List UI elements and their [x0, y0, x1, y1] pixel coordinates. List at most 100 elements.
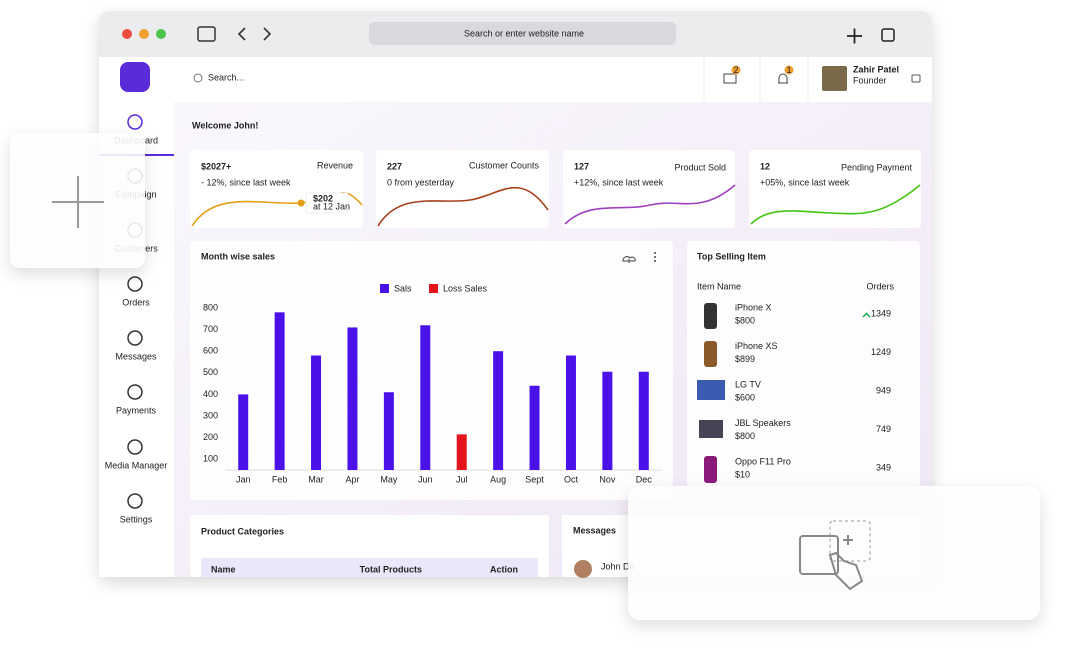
nav-item: Payments	[116, 405, 157, 415]
y-tick-label: 200	[203, 432, 218, 442]
sparkline	[377, 186, 549, 227]
x-tick-label: Dec	[636, 474, 653, 484]
item-name: iPhone XS	[735, 341, 778, 351]
x-tick-label: Aug	[490, 474, 506, 484]
sparkline	[750, 184, 921, 225]
menu-toggle[interactable]	[911, 74, 921, 83]
mail-badge: 2	[733, 65, 738, 75]
stat-card	[749, 150, 921, 228]
top-bar	[174, 57, 932, 102]
x-tick-label: Apr	[345, 474, 359, 484]
legend-label: Loss Sales	[443, 283, 488, 293]
column-header: Total Products	[360, 564, 422, 574]
x-tick-label: Nov	[599, 474, 616, 484]
table-header	[201, 558, 538, 577]
chart-panel	[190, 241, 673, 500]
bar	[274, 312, 285, 470]
top-selling-panel	[687, 241, 920, 487]
y-tick-label: 800	[203, 302, 218, 312]
nav-item: Messages	[115, 351, 157, 361]
y-tick-label: 400	[203, 389, 218, 399]
bar	[311, 355, 322, 470]
item-price: $10	[735, 469, 750, 479]
column-header: Orders	[866, 281, 894, 291]
column-header: Item Name	[697, 281, 741, 291]
chart-title: Month wise sales	[201, 251, 275, 261]
sparkline-point	[297, 199, 305, 207]
legend-swatch	[380, 284, 389, 293]
item-name: Oppo F11 Pro	[735, 456, 791, 466]
column-header: Action	[490, 564, 518, 574]
address-bar[interactable]	[369, 22, 676, 45]
stat-label: Revenue	[317, 160, 353, 170]
panel-title: Product Categories	[201, 526, 284, 536]
item-orders: 749	[876, 424, 891, 434]
search-icon	[193, 73, 203, 83]
download-icon[interactable]	[622, 256, 636, 263]
stat-value: 227	[387, 161, 402, 171]
bar	[347, 327, 358, 470]
nav-icon	[127, 330, 143, 346]
nav-icon	[127, 439, 143, 455]
x-tick-label: Feb	[272, 474, 288, 484]
user-name: Zahir Patel	[853, 64, 899, 74]
sidebar-toggle[interactable]	[197, 26, 216, 42]
stat-change: 0 from yesterday	[387, 177, 455, 187]
y-tick-label: 300	[203, 410, 218, 420]
stat-value: 127	[574, 161, 589, 171]
product-image	[697, 380, 725, 400]
bar	[638, 371, 649, 470]
item-name: LG TV	[735, 379, 761, 389]
item-price: $800	[735, 315, 755, 325]
item-price: $800	[735, 431, 755, 441]
tabs-button[interactable]	[881, 28, 895, 42]
y-tick-label: 700	[203, 324, 218, 334]
item-orders: 1249	[871, 347, 891, 357]
badge	[731, 65, 741, 75]
legend-swatch	[429, 284, 438, 293]
nav-item: Orders	[122, 297, 150, 307]
message-name: John Do	[601, 561, 635, 571]
nav-item: Settings	[120, 514, 153, 524]
sparkline	[564, 184, 736, 225]
plus-icon	[52, 176, 104, 228]
nav-icon	[127, 384, 143, 400]
product-image	[699, 420, 723, 438]
x-tick-label: Jun	[418, 474, 433, 484]
x-tick-label: Sept	[525, 474, 544, 484]
y-tick-label: 600	[203, 346, 218, 356]
close-button[interactable]	[122, 29, 132, 39]
welcome-title: Welcome John!	[192, 120, 258, 130]
legend-label: Sals	[394, 283, 412, 293]
content: Search or enter website nameDashboardCam…	[105, 28, 913, 574]
minimize-button[interactable]	[139, 29, 149, 39]
x-tick-label: May	[380, 474, 398, 484]
bar	[238, 394, 249, 470]
x-tick-label: Mar	[308, 474, 324, 484]
badge	[784, 65, 794, 75]
item-name: iPhone X	[735, 302, 772, 312]
nav-arrows[interactable]	[237, 27, 272, 41]
tooltip-date: at 12 Jan	[313, 201, 350, 211]
address-text: Search or enter website name	[464, 28, 584, 38]
search-input: Search...	[208, 72, 244, 82]
new-tab[interactable]	[847, 28, 862, 44]
bar	[456, 434, 467, 470]
stat-label: Customer Counts	[469, 160, 540, 170]
bar	[602, 371, 613, 470]
trend-up-icon	[862, 312, 871, 318]
bar	[565, 355, 576, 470]
tooltip	[305, 192, 349, 214]
bar	[529, 385, 540, 470]
mail-icon[interactable]	[723, 73, 737, 84]
bell-icon[interactable]	[778, 73, 788, 84]
stat-value: 12	[760, 161, 770, 171]
stat-label: Pending Payment	[841, 162, 913, 172]
stat-label: Product Sold	[674, 162, 726, 172]
maximize-button[interactable]	[156, 29, 166, 39]
avatar	[574, 560, 592, 578]
avatar	[822, 66, 847, 91]
item-orders: 349	[876, 462, 891, 472]
